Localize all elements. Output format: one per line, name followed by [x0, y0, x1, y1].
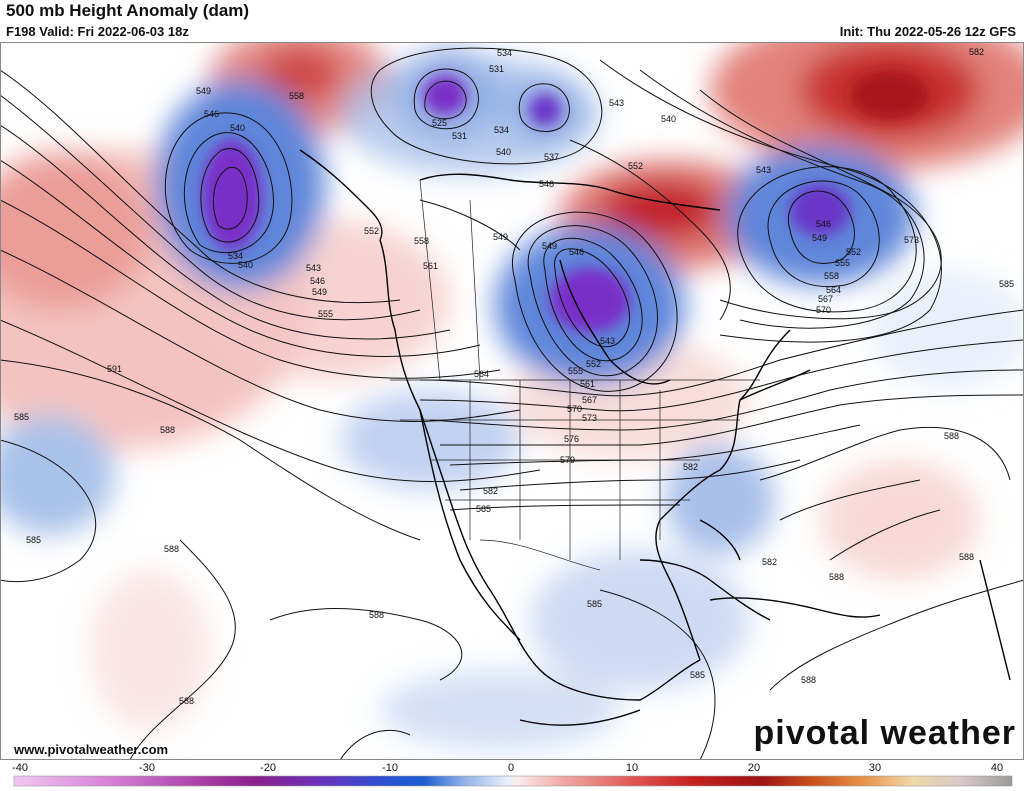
contour-label: 540 [238, 260, 253, 270]
contour-label: 567 [582, 395, 597, 405]
colorbar-tick: -40 [12, 762, 28, 774]
contour-label: 576 [564, 434, 579, 444]
contour-label: 549 [812, 233, 827, 243]
contour-label: 552 [586, 359, 601, 369]
colorbar-tick: 20 [748, 762, 760, 774]
contour-label: 588 [801, 675, 816, 685]
colorbar-tick: -10 [382, 762, 398, 774]
header: 500 mb Height Anomaly (dam) F198 Valid: … [0, 0, 1024, 42]
contour-label: 555 [318, 309, 333, 319]
colorbar-tick: 30 [869, 762, 881, 774]
map-panel[interactable]: 549 546 540 534 540 543 546 549 555 558 … [0, 42, 1024, 760]
colorbar-tick: 10 [626, 762, 638, 774]
contour-label: 540 [496, 147, 511, 157]
contour-label: 567 [818, 294, 833, 304]
contour-label: 585 [999, 279, 1014, 289]
colorbar-graphic: -40 -30 -20 -10 0 10 20 30 40 [12, 762, 1013, 787]
contour-label: 552 [628, 161, 643, 171]
contour-label: 585 [14, 412, 29, 422]
contour-label: 582 [969, 47, 984, 57]
contour-label: 534 [494, 125, 509, 135]
contour-label: 546 [204, 109, 219, 119]
colorbar: -40 -30 -20 -10 0 10 20 30 40 [0, 760, 1024, 791]
contour-label: 540 [230, 123, 245, 133]
contour-label: 558 [289, 91, 304, 101]
contour-label: 543 [609, 98, 624, 108]
contour-label: 558 [824, 271, 839, 281]
contour-label: 585 [690, 670, 705, 680]
contour-label: 588 [959, 552, 974, 562]
contour-label: 570 [816, 305, 831, 315]
contour-label: 540 [661, 114, 676, 124]
contour-label: 549 [312, 287, 327, 297]
contour-label: 588 [164, 544, 179, 554]
contour-label: 546 [539, 179, 554, 189]
contour-label: 588 [829, 572, 844, 582]
contour-label: 582 [483, 486, 498, 496]
contour-label: 588 [160, 425, 175, 435]
contour-label: 570 [567, 404, 582, 414]
contour-label: 537 [544, 152, 559, 162]
contour-label: 549 [542, 241, 557, 251]
contour-label: 588 [369, 610, 384, 620]
contour-label: 546 [816, 219, 831, 229]
colorbar-tick: -20 [260, 762, 276, 774]
anomaly-shading [0, 42, 1024, 750]
contour-label: 585 [587, 599, 602, 609]
state-borders [390, 179, 760, 571]
contour-label: 546 [569, 247, 584, 257]
init-time: Init: Thu 2022-05-26 12z GFS [839, 24, 1016, 39]
colorbar-tick: -30 [139, 762, 155, 774]
contour-label: 585 [476, 504, 491, 514]
contour-label: 543 [756, 165, 771, 175]
contour-label: 564 [474, 369, 489, 379]
contour-label: 552 [364, 226, 379, 236]
colorbar-tick: 40 [991, 762, 1003, 774]
contour-label: 555 [568, 366, 583, 376]
contour-label: 549 [493, 232, 508, 242]
contour-label: 555 [835, 258, 850, 268]
map-title: 500 mb Height Anomaly (dam) [6, 1, 250, 20]
contour-label: 543 [306, 263, 321, 273]
contour-label: 531 [452, 131, 467, 141]
contour-label: 579 [560, 455, 575, 465]
contour-label: 561 [580, 379, 595, 389]
height-contours [0, 47, 1024, 760]
contour-label: 585 [26, 535, 41, 545]
contour-label: 588 [179, 696, 194, 706]
contour-label: 534 [497, 48, 512, 58]
contour-label: 561 [423, 261, 438, 271]
contour-label: 591 [107, 364, 122, 374]
pivotal-weather-logo: pivotal weather [753, 714, 1016, 752]
contour-label: 543 [600, 336, 615, 346]
contour-label: 549 [196, 86, 211, 96]
colorbar-tick: 0 [508, 762, 514, 774]
contour-label: 582 [683, 462, 698, 472]
contour-label: 588 [944, 431, 959, 441]
contour-label: 573 [582, 413, 597, 423]
contour-label: 582 [762, 557, 777, 567]
colorbar-ticks: -40 -30 -20 -10 0 10 20 30 40 [12, 762, 1003, 774]
valid-time: F198 Valid: Fri 2022-06-03 18z [6, 24, 189, 39]
contour-label: 525 [432, 118, 447, 128]
contour-label: 573 [904, 235, 919, 245]
coastlines [299, 149, 1011, 726]
contour-label: 564 [826, 285, 841, 295]
contour-label: 552 [846, 247, 861, 257]
contour-label: 546 [310, 276, 325, 286]
contour-label: 534 [228, 251, 243, 261]
website-link[interactable]: www.pivotalweather.com [14, 742, 169, 757]
anomaly-map[interactable]: 549 546 540 534 540 543 546 549 555 558 … [0, 42, 1024, 760]
contour-label: 558 [414, 236, 429, 246]
contour-label: 531 [489, 64, 504, 74]
contour-labels: 549 546 540 534 540 543 546 549 555 558 … [14, 47, 1014, 706]
